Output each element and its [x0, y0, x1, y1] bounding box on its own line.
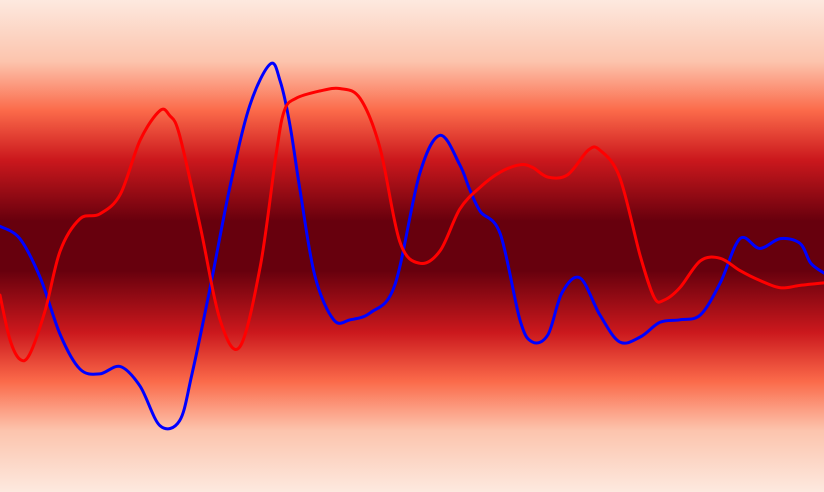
series-line-1: [0, 61, 824, 431]
series-layer: [0, 61, 824, 431]
series-line-2: [0, 86, 824, 363]
